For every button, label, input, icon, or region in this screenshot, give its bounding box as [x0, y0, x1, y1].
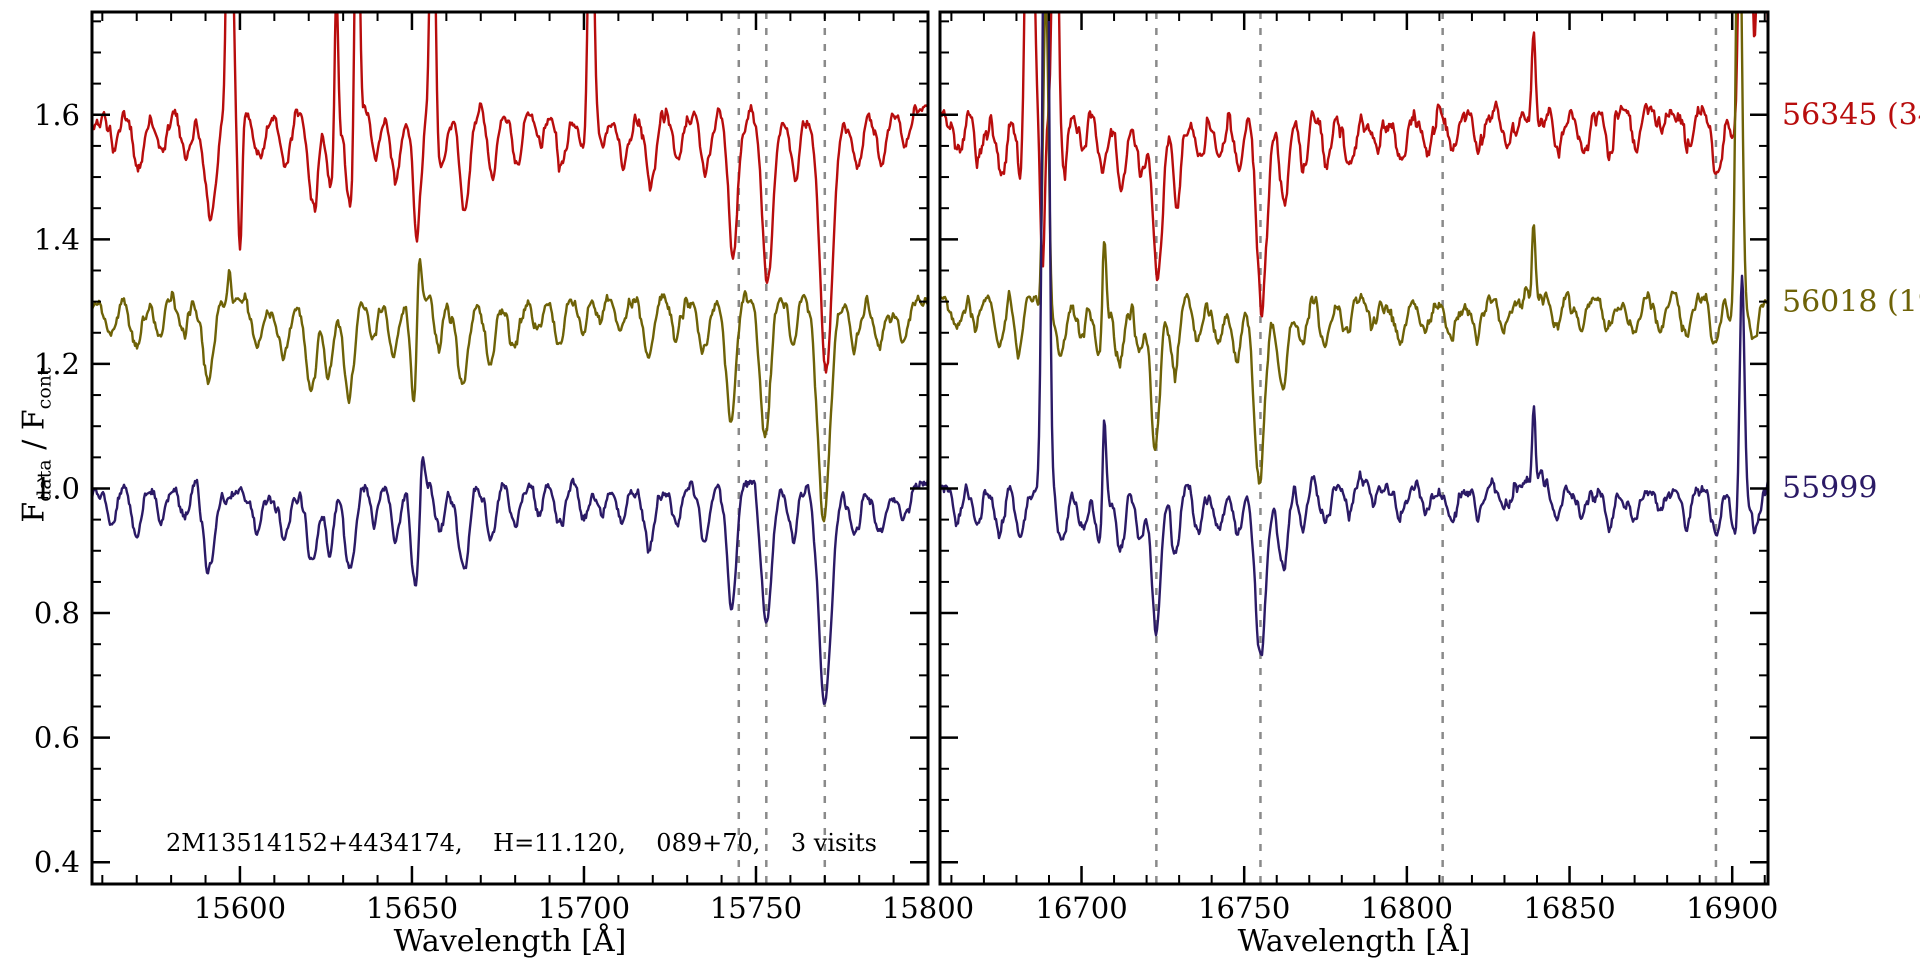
y-axis-title-separator: /: [16, 430, 52, 460]
series-label-visit-56018: 56018 (19): [1782, 284, 1920, 320]
y-tick-label: 1.2: [34, 347, 80, 381]
panel-right: 16700 16750 16800 16850 16900: [938, 10, 1778, 925]
y-tick-label: 0.4: [34, 845, 80, 879]
axes-box: [90, 10, 930, 886]
x-tick-label: 15600: [194, 891, 286, 925]
y-axis-title: Fdata / Fcont: [17, 367, 56, 522]
spectrum-curve-55999: [92, 456, 928, 705]
axes-box: [938, 10, 1770, 886]
spectrum-curve-5601819: [940, 12, 1768, 485]
x-tick-label: 16850: [1523, 891, 1615, 925]
y-tick-label: 0.8: [34, 596, 80, 630]
x-axis-title-left: Wavelength [Å]: [393, 924, 627, 959]
y-tick-label: 1.4: [34, 222, 80, 256]
y-axis-title-f-data: F: [16, 501, 52, 523]
x-tick-label: 16750: [1198, 891, 1290, 925]
x-tick-label: 15750: [710, 891, 802, 925]
series-label-visit-56345: 56345 (346): [1782, 97, 1920, 133]
series-label-visit-55999: 55999: [1782, 470, 1878, 506]
spectrum-curve-56345346: [92, 12, 928, 374]
spectrum-curve-5601819: [92, 258, 928, 523]
spectrum-curve-56345346: [940, 12, 1768, 318]
target-annotation: 2M13514152+4434174, H=11.120, 089+70, 3 …: [166, 829, 877, 857]
y-tick-label: 1.6: [34, 98, 80, 132]
panel-left: 15600 15650 15700 15750 15800 0.4 0.6 0.8 1.0 1.2…: [34, 10, 974, 925]
y-axis-title-sub-data: data: [33, 459, 56, 502]
x-tick-label: 15700: [538, 891, 630, 925]
x-tick-label: 15650: [366, 891, 458, 925]
x-axis-title-right: Wavelength [Å]: [1237, 924, 1471, 959]
y-axis-title-sub-cont: cont: [33, 367, 56, 410]
spectrum-curve-55999: [940, 12, 1768, 657]
x-tick-label: 16900: [1686, 891, 1778, 925]
y-axis-title-f-cont: F: [16, 409, 52, 431]
x-tick-label: 15800: [882, 891, 974, 925]
x-tick-label: 16800: [1361, 891, 1453, 925]
y-tick-label: 0.6: [34, 721, 80, 755]
x-tick-label: 16700: [1035, 891, 1127, 925]
y-tick-label: 1.0: [34, 471, 80, 505]
